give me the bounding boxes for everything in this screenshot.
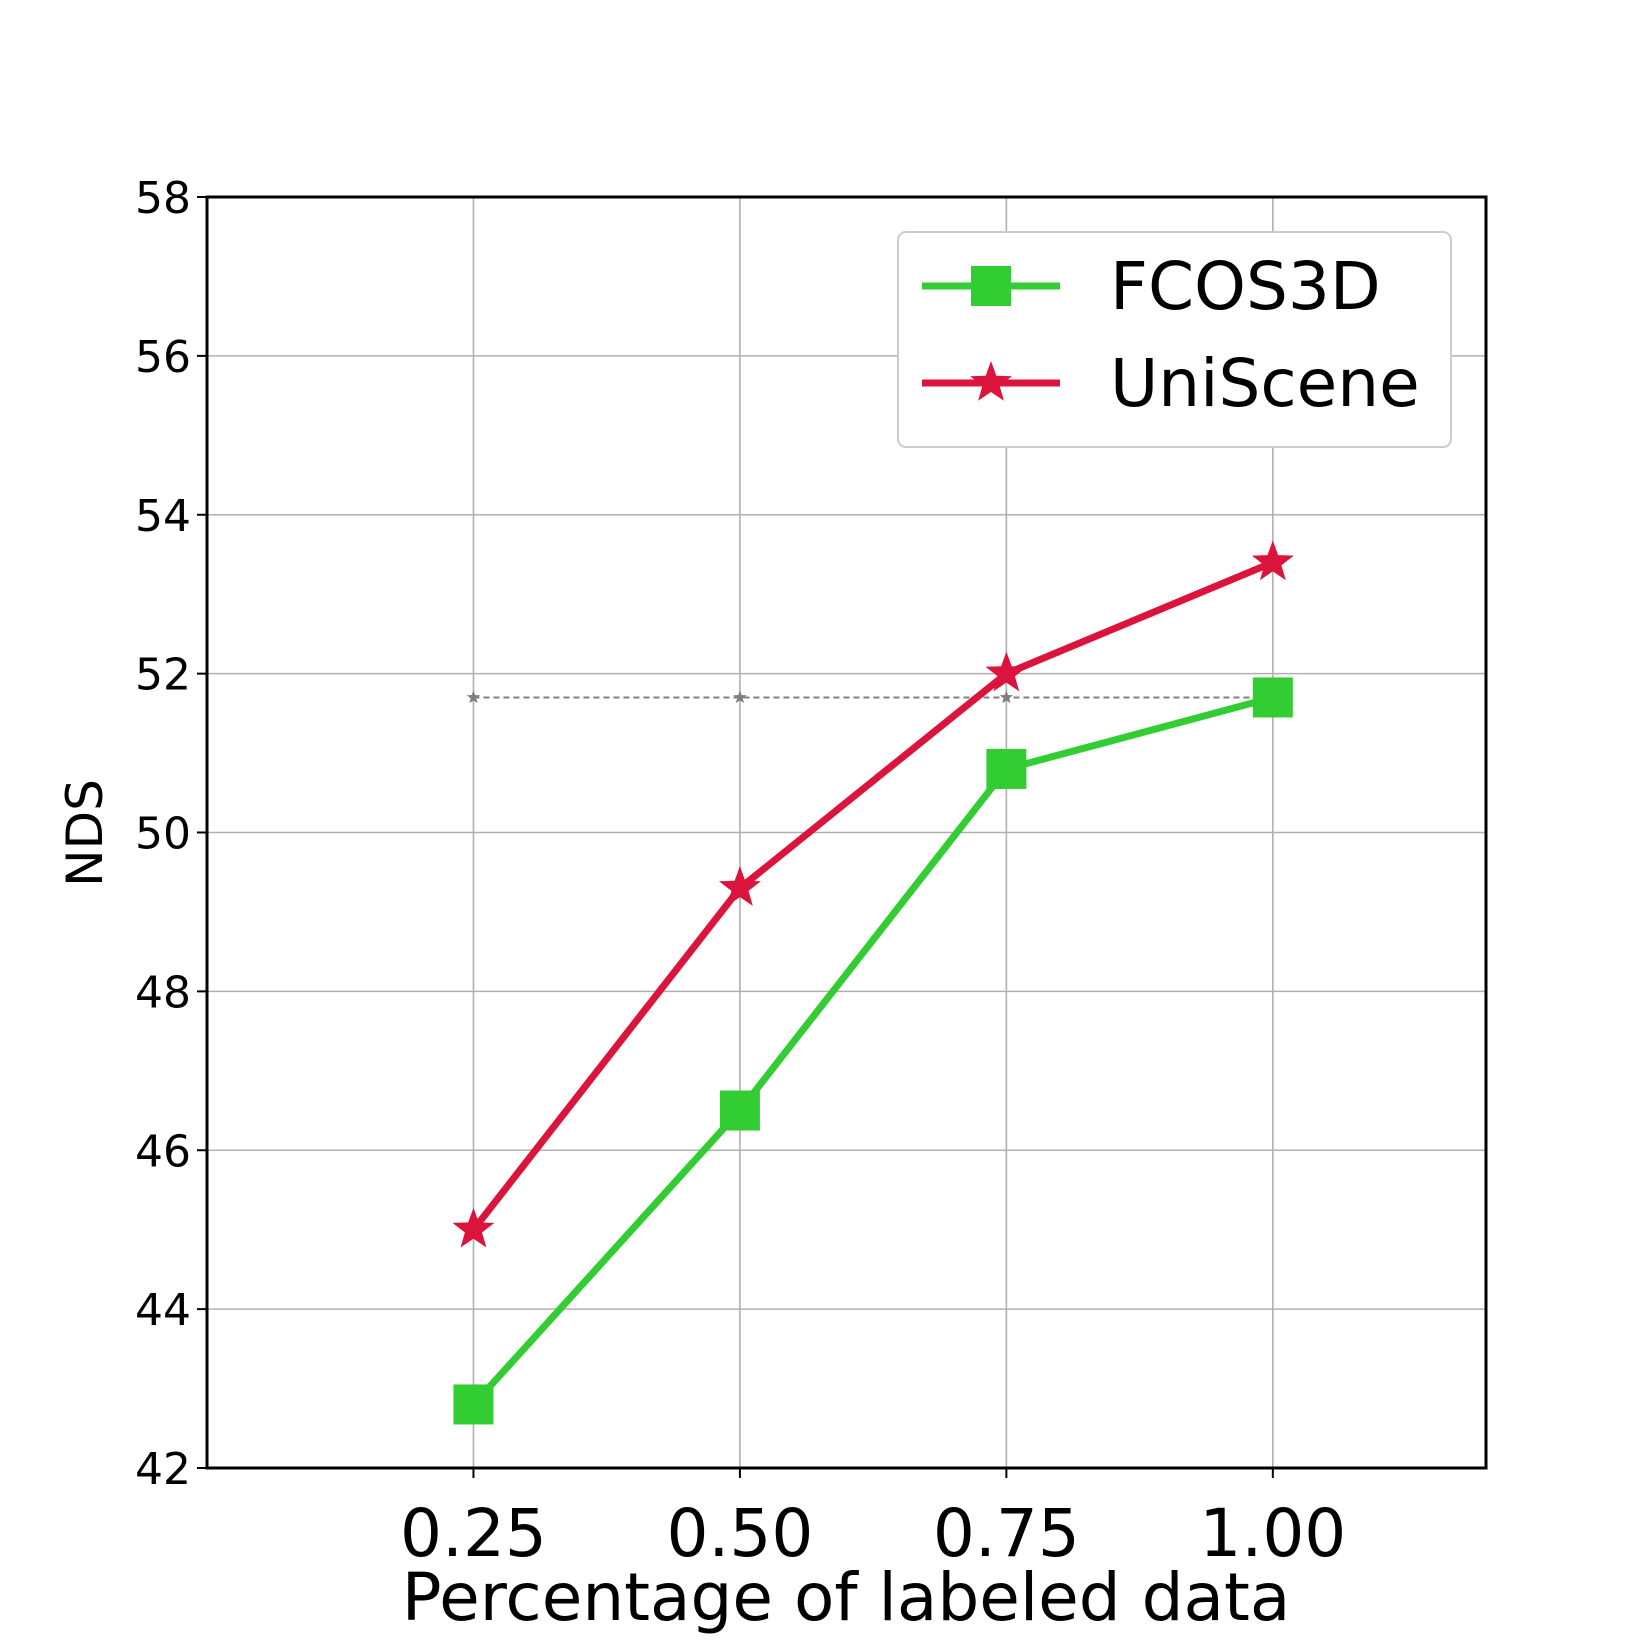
x-axis-ticks: 0.25 0.50 0.75 1.00 bbox=[400, 1468, 1346, 1572]
legend-label-uniscene: UniScene bbox=[1110, 345, 1420, 422]
reference-marker-1 bbox=[733, 690, 747, 704]
y-tick-label-4: 50 bbox=[135, 809, 191, 860]
series-line-fcos3d bbox=[470, 694, 1274, 1407]
legend-marker-fcos3d bbox=[971, 266, 1011, 306]
point-uniscene-2 bbox=[985, 651, 1028, 692]
y-tick-label-2: 46 bbox=[135, 1126, 191, 1177]
legend-marker-uniscene bbox=[970, 361, 1012, 401]
x-tick-label-0: 0.25 bbox=[400, 1495, 547, 1572]
x-axis-label: Percentage of labeled data bbox=[402, 1559, 1291, 1636]
point-uniscene-3 bbox=[1251, 540, 1294, 581]
y-axis-label: NDS bbox=[56, 779, 114, 887]
x-tick-label-2: 0.75 bbox=[933, 1495, 1080, 1572]
legend-label-fcos3d: FCOS3D bbox=[1110, 248, 1381, 325]
legend: FCOS3D UniScene bbox=[897, 231, 1452, 448]
y-axis-ticks: 42 44 46 48 50 52 54 56 58 bbox=[135, 173, 207, 1495]
point-fcos3d-0 bbox=[453, 1384, 494, 1425]
reference-marker-0 bbox=[466, 690, 481, 704]
reference-line bbox=[466, 690, 1280, 704]
y-tick-label-7: 56 bbox=[135, 332, 191, 383]
point-fcos3d-1 bbox=[719, 1090, 760, 1131]
x-tick-label-1: 0.50 bbox=[666, 1495, 813, 1572]
y-tick-label-8: 58 bbox=[135, 173, 191, 224]
x-tick-label-3: 1.00 bbox=[1199, 1495, 1346, 1572]
y-tick-label-6: 54 bbox=[135, 491, 191, 542]
series-group bbox=[452, 540, 1294, 1425]
y-tick-label-3: 48 bbox=[135, 967, 191, 1018]
point-fcos3d-3 bbox=[1252, 677, 1293, 718]
reference-marker-2 bbox=[999, 690, 1013, 704]
y-tick-label-0: 42 bbox=[135, 1444, 191, 1495]
point-uniscene-1 bbox=[719, 866, 761, 906]
point-uniscene-0 bbox=[452, 1207, 495, 1248]
series-line-uniscene bbox=[470, 559, 1275, 1232]
y-tick-label-5: 52 bbox=[135, 650, 191, 701]
y-tick-label-1: 44 bbox=[135, 1285, 191, 1336]
point-fcos3d-2 bbox=[986, 748, 1027, 789]
